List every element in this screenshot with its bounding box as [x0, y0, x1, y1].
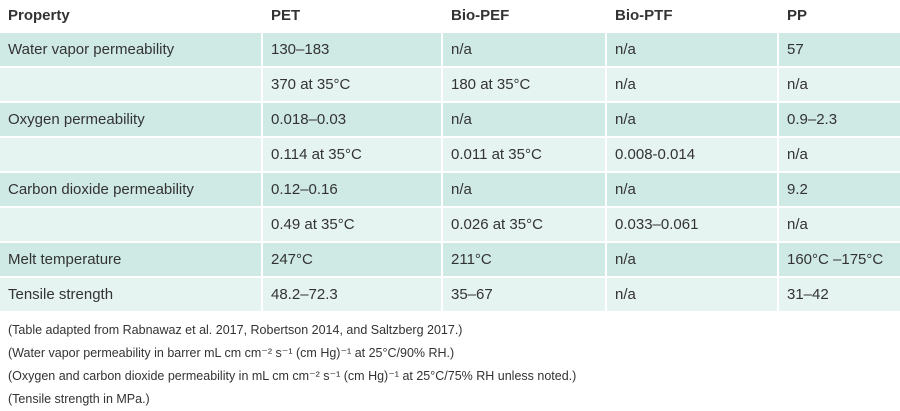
- table-cell: 0.033–0.061: [605, 207, 778, 243]
- table-cell: n/a: [605, 172, 778, 208]
- table-cell: n/a: [441, 32, 606, 68]
- table-cell: 0.9–2.3: [777, 102, 900, 138]
- table-row: 0.114 at 35°C 0.011 at 35°C 0.008-0.014 n/a: [0, 137, 900, 173]
- table-cell: 48.2–72.3: [261, 277, 442, 313]
- table-row: Melt temperature 247°C 211°C n/a 160°C –175°…: [0, 242, 900, 278]
- table-row: Oxygen permeability 0.018–0.03 n/a n/a 0.9–2…: [0, 102, 900, 138]
- table-cell: n/a: [441, 102, 606, 138]
- table-cell: 211°C: [441, 242, 606, 278]
- table-cell: 0.018–0.03: [261, 102, 442, 138]
- table-cell: n/a: [441, 172, 606, 208]
- table-cell: 370 at 35°C: [261, 67, 442, 103]
- table-cell: 0.12–0.16: [261, 172, 442, 208]
- note: (Tensile strength in MPa.): [8, 392, 150, 406]
- table-cell: Water vapor permeability: [0, 32, 262, 68]
- table-cell: 9.2: [777, 172, 900, 208]
- table-cell: Carbon dioxide permeability: [0, 172, 262, 208]
- table-cell: 31–42: [777, 277, 900, 313]
- table-cell: 57: [777, 32, 900, 68]
- table-cell: n/a: [777, 137, 900, 173]
- table-cell: [0, 67, 262, 103]
- table-cell: 160°C –175°C: [777, 242, 900, 278]
- table-cell: [0, 137, 262, 173]
- table-row: Water vapor permeability 130–183 n/a n/a 57: [0, 32, 900, 68]
- table-cell: 35–67: [441, 277, 606, 313]
- table-cell: 0.011 at 35°C: [441, 137, 606, 173]
- table-cell: [0, 207, 262, 243]
- table-body: Water vapor permeability 130–183 n/a n/a 57 3…: [0, 32, 900, 313]
- table-cell: Melt temperature: [0, 242, 262, 278]
- note: (Water vapor permeability in barrer mL c…: [8, 346, 455, 360]
- table-cell: 180 at 35°C: [441, 67, 606, 103]
- table-cell: Tensile strength: [0, 277, 262, 313]
- table-cell: 247°C: [261, 242, 442, 278]
- header-row: Property PET Bio-PEF Bio-PTF PP: [0, 0, 900, 33]
- table-cell: n/a: [777, 207, 900, 243]
- table-cell: 0.008-0.014: [605, 137, 778, 173]
- table-cell: n/a: [777, 67, 900, 103]
- table-cell: 0.026 at 35°C: [441, 207, 606, 243]
- table-cell: n/a: [605, 67, 778, 103]
- table-cell: Oxygen permeability: [0, 102, 262, 138]
- header-cell: PET: [261, 0, 442, 33]
- header-cell: Bio-PTF: [605, 0, 778, 33]
- table-cell: n/a: [605, 277, 778, 313]
- header-cell: PP: [777, 0, 900, 33]
- data-table: Property PET Bio-PEF Bio-PTF PP Water vapor …: [0, 0, 900, 313]
- header-cell: Property: [0, 0, 262, 33]
- note: (Table adapted from Rabnawaz et al. 2017…: [8, 323, 463, 337]
- table-cell: 0.114 at 35°C: [261, 137, 442, 173]
- table-row: 370 at 35°C 180 at 35°C n/a n/a: [0, 67, 900, 103]
- table-row: Tensile strength 48.2–72.3 35–67 n/a 31–42: [0, 277, 900, 313]
- note: (Oxygen and carbon dioxide permeability …: [8, 369, 577, 383]
- notes: (Table adapted from Rabnawaz et al. 2017…: [0, 313, 900, 411]
- table-row: Carbon dioxide permeability 0.12–0.16 n/a n…: [0, 172, 900, 208]
- table-cell: n/a: [605, 32, 778, 68]
- table-cell: 0.49 at 35°C: [261, 207, 442, 243]
- header-cell: Bio-PEF: [441, 0, 606, 33]
- table-cell: n/a: [605, 102, 778, 138]
- table-row: 0.49 at 35°C 0.026 at 35°C 0.033–0.061 n/a: [0, 207, 900, 243]
- table-cell: n/a: [605, 242, 778, 278]
- table-cell: 130–183: [261, 32, 442, 68]
